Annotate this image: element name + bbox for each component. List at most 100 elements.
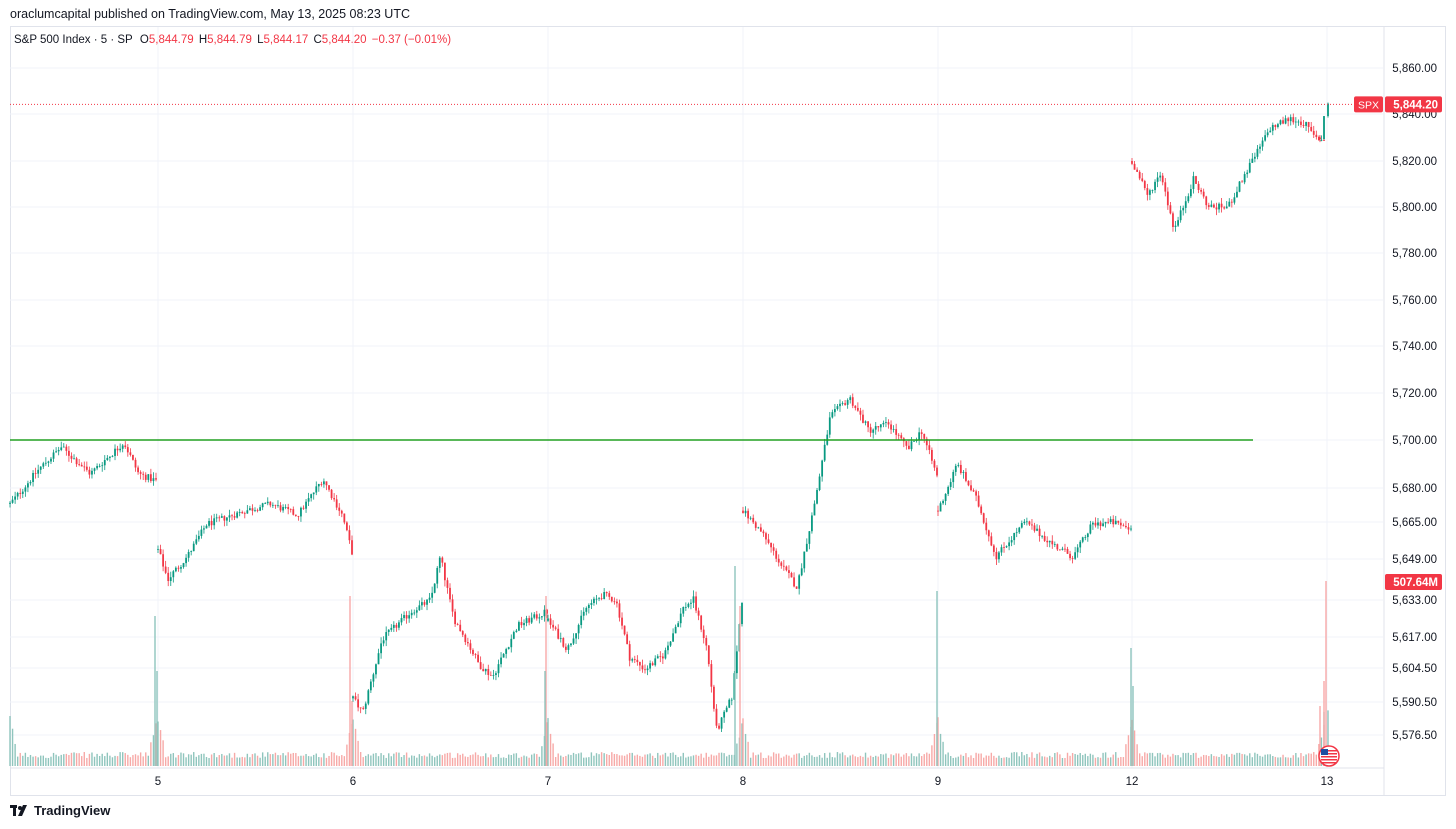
volume-bar [910, 753, 913, 766]
volume-bar [241, 756, 243, 766]
candle-body [1143, 181, 1146, 189]
candle-body [777, 558, 780, 563]
y-tick-label: 5,700.00 [1392, 435, 1437, 447]
volume-bar [328, 755, 330, 766]
volume-bar [528, 757, 530, 766]
volume-bar [1236, 752, 1238, 766]
candle-body [39, 466, 42, 470]
volume-spike [544, 671, 546, 766]
candle-body [310, 494, 313, 499]
volume-spike [156, 671, 158, 766]
candle-body [600, 598, 603, 600]
volume-bar [1156, 753, 1159, 766]
candle-body [443, 562, 446, 581]
candle-body [489, 674, 492, 676]
candle-body [228, 515, 231, 518]
volume-bar [525, 756, 528, 766]
low-label: L [257, 34, 264, 46]
volume-bar [1187, 752, 1190, 766]
candle-body [264, 503, 267, 505]
volume-bar [1319, 706, 1321, 766]
volume-bar [106, 752, 109, 766]
volume-bar [1220, 754, 1223, 766]
candle-body [413, 612, 416, 614]
candle-body [1241, 181, 1243, 183]
candle-body [47, 461, 50, 463]
volume-bar [1259, 755, 1261, 766]
candle-body [700, 615, 703, 630]
volume-spike [734, 566, 736, 766]
candle-body [707, 645, 710, 665]
candle-body [674, 626, 677, 634]
volume-bar [736, 743, 738, 766]
volume-bar [955, 757, 957, 766]
candle-body [78, 464, 81, 465]
candle-body [505, 649, 508, 654]
volume-bar [413, 755, 415, 766]
volume-bar [949, 756, 952, 766]
candle-body [1256, 148, 1259, 157]
volume-bar [659, 755, 662, 766]
symbol-label[interactable]: S&P 500 Index · 5 · SP [14, 34, 133, 46]
volume-bar [585, 757, 587, 766]
last-price-tag [1385, 96, 1442, 113]
candle-body [62, 446, 65, 448]
candle-body [405, 615, 408, 619]
volume-bar [1122, 757, 1125, 766]
volume-bar [505, 757, 507, 766]
candle-body [995, 551, 998, 560]
candle-body [720, 717, 723, 729]
candle-body [208, 520, 210, 526]
candle-body [608, 593, 611, 597]
candle-body [959, 464, 962, 473]
candle-body [343, 513, 346, 523]
candle-body [200, 529, 203, 536]
volume-bar [1023, 755, 1026, 766]
candle-body [741, 602, 743, 625]
volume-bar [170, 753, 172, 766]
candle-body [742, 510, 744, 514]
volume-bar [1233, 754, 1236, 766]
footer-brand[interactable]: TradingView [10, 803, 110, 818]
volume-bar [520, 756, 523, 766]
volume-bar [977, 753, 980, 766]
volume-bar [482, 756, 484, 766]
candle-body [564, 646, 567, 650]
volume-bar [1000, 757, 1003, 766]
candle-body [570, 643, 572, 646]
candle-body [482, 669, 485, 672]
volume-bar [1223, 755, 1225, 766]
volume-bar [1117, 757, 1120, 766]
candle-body [649, 663, 652, 669]
candle-body [949, 482, 952, 487]
candle-body [856, 407, 859, 411]
candle-body [944, 493, 947, 501]
volume-bar [75, 753, 78, 766]
candle-body [345, 522, 348, 531]
candle-body [507, 647, 510, 650]
candle-body [1161, 175, 1164, 183]
candle-body [682, 606, 685, 614]
volume-bar [24, 752, 27, 766]
volume-bar [157, 721, 159, 766]
candle-body [231, 515, 233, 517]
candle-body [403, 615, 405, 619]
volume-bar [16, 756, 19, 766]
candle-body [885, 422, 887, 423]
candle-body [747, 510, 750, 519]
volume-bar [261, 752, 264, 766]
candle-body [839, 403, 841, 407]
candle-body [1223, 207, 1226, 209]
volume-bar [567, 754, 570, 766]
volume-bar [367, 754, 370, 766]
candle-body [790, 572, 793, 578]
volume-bar [536, 754, 538, 766]
volume-bar [1210, 754, 1213, 766]
candle-body [436, 567, 439, 584]
candle-body [472, 649, 474, 655]
candle-body [967, 480, 970, 486]
candle-body [1086, 533, 1089, 538]
volume-spike [739, 606, 741, 766]
volume-bar [60, 754, 62, 766]
